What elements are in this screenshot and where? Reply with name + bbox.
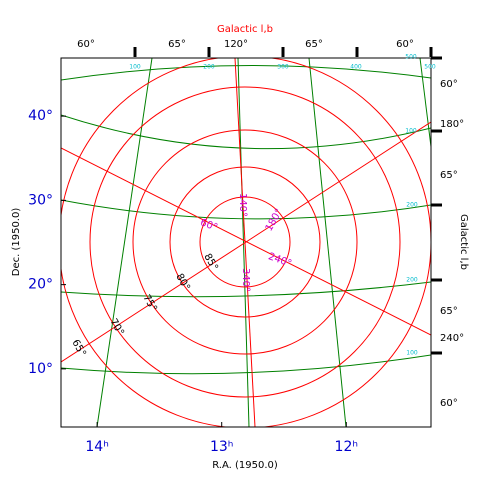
galactic-grid [61,58,431,427]
top-tick-label: 60° [396,39,414,50]
ring [169,166,321,318]
contour-label: 500 [424,64,436,71]
polar-grid [61,58,431,427]
top-tick-label: 120° [224,39,248,50]
contour-label: 100 [406,350,418,357]
contour-label: 300 [277,64,289,71]
y-tick-label: 10° [28,361,53,377]
lat-line [61,354,431,375]
ring [199,196,291,288]
y-tick-label: 30° [28,192,53,208]
top-tick-label: 60° [77,39,95,50]
contour-label: 200 [406,277,418,284]
right-tick-label: 60° [440,79,458,90]
grid-line-label: 340° [240,268,251,292]
top-tick-label: 65° [168,39,186,50]
right-tick-label: 65° [440,170,458,181]
ring [132,129,358,355]
contour-label: 200 [406,202,418,209]
contour-label: 400 [350,64,362,71]
x-tick-label: 14ʰ [85,439,108,455]
lat-line [61,65,431,81]
ring [89,86,401,398]
grid-curves [61,58,431,427]
plot-frame [60,57,432,428]
y2-axis-label: Galactic l,b [458,214,469,270]
y-tick-label: 20° [28,277,53,293]
contour-label: 200 [203,64,215,71]
y-tick-label: 40° [28,108,53,124]
right-tick-label: 60° [440,398,458,409]
contour-label: 100 [129,64,141,71]
grid-line-label: 140° [237,193,248,217]
right-tick-label: 240° [440,333,464,344]
x-axis-label: R.A. (1950.0) [212,460,278,471]
contour-label: 500 [405,54,417,61]
lat-line [61,114,431,150]
contour-label: 100 [405,128,417,135]
right-tick-label: 65° [440,306,458,317]
x-tick-label: 13ʰ [210,439,233,455]
spoke [234,58,256,427]
lon-line [237,58,250,427]
lon-line [419,58,431,151]
lon-line [308,58,347,427]
top-axis-title: Galactic l,b [217,24,273,35]
right-tick-label: 180° [440,119,464,130]
lat-line [61,199,431,220]
top-tick-label: 65° [305,39,323,50]
x-tick-label: 12ʰ [335,439,358,455]
spoke [61,121,431,363]
y-axis-label: Dec. (1950.0) [11,208,22,277]
